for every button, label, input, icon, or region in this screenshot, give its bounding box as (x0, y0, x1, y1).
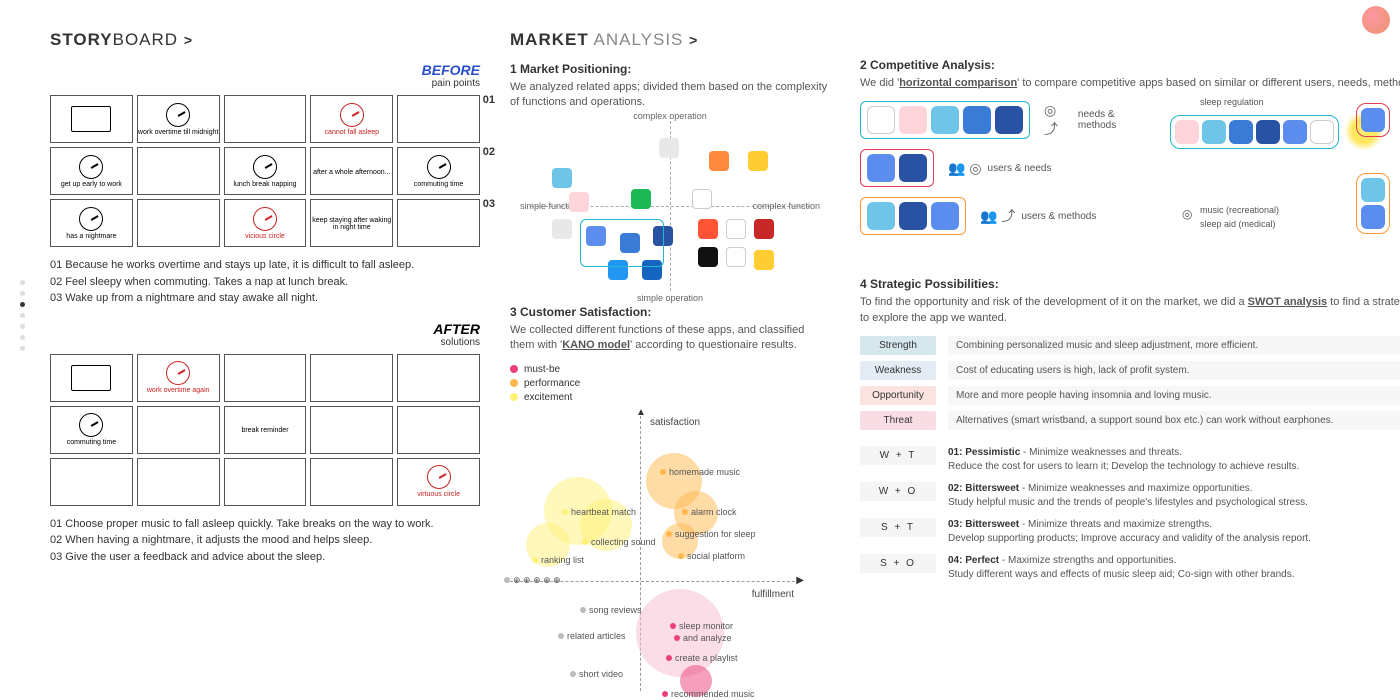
app-icon (698, 247, 718, 267)
kano-item: related articles (558, 631, 626, 641)
storyboard-cell (310, 458, 393, 506)
kano-chart: ▲▶ satisfaction fulfillment homemade mus… (510, 411, 800, 691)
storyboard-cell: get up early to work (50, 147, 133, 195)
kano-item: recommended music (662, 689, 755, 699)
kano-item: ranking list (532, 555, 584, 565)
competitive-groups: 簡◎ ⤴needs & methods👥 ◎users & needs👥 ⤴us… (860, 101, 1150, 261)
kano-item: song reviews (580, 605, 642, 615)
storyboard-cell: 03 (397, 199, 480, 247)
storyboard-cell: 01 (397, 95, 480, 143)
storyboard-cell: cannot fall asleep (310, 95, 393, 143)
strategies-list: W + T01: Pessimistic - Minimize weakness… (860, 446, 1400, 582)
app-icon (698, 219, 718, 239)
market-right-section: 2 Competitive Analysis: We did 'horizont… (860, 30, 1400, 691)
kano-item: alarm clock (682, 507, 737, 517)
storyboard-cell (50, 95, 133, 143)
after-sublabel: solutions (50, 337, 480, 348)
kano-item: collecting sound (582, 537, 656, 547)
app-icon (709, 151, 729, 171)
storyboard-cell: has a nightmare (50, 199, 133, 247)
storyboard-cell (50, 458, 133, 506)
app-icon (692, 189, 712, 209)
storyboard-cell (224, 458, 307, 506)
decorative-circle (1362, 6, 1390, 34)
kano-item: homemade music (660, 467, 740, 477)
kano-item: sleep monitor (670, 621, 733, 631)
s4-text: To find the opportunity and risk of the … (860, 295, 1400, 326)
storyboard-cell: virtuous circle (397, 458, 480, 506)
swot-grid: StrengthCombining personalized music and… (860, 336, 1400, 430)
venn-diagram: sleep regulation decompress scene music … (1170, 101, 1400, 261)
market-title: MARKET ANALYSIS > (510, 30, 830, 50)
before-grid: work overtime till midnight cannot fall a… (50, 95, 480, 247)
storyboard-cell: keep staying after waking in night time (310, 199, 393, 247)
storyboard-cell: work overtime again (137, 354, 220, 402)
storyboard-cell (310, 406, 393, 454)
s4-heading: 4 Strategic Possibilities: (860, 277, 1400, 291)
s1-heading: 1 Market Positioning: (510, 62, 830, 76)
app-icon (569, 192, 589, 212)
before-label: BEFORE (50, 62, 480, 78)
s1-text: We analyzed related apps; divided them b… (510, 80, 830, 111)
s2-text: We did 'horizontal comparison' to compar… (860, 76, 1400, 91)
app-icon (552, 219, 572, 239)
storyboard-cell (50, 354, 133, 402)
page-nav-dots (20, 280, 25, 351)
kano-item: create a playlist (666, 653, 738, 663)
after-label: AFTER (50, 321, 480, 337)
kano-item: suggestion for sleep (666, 529, 756, 539)
after-desc: 01 Choose proper music to fall asleep qu… (50, 516, 480, 566)
s2-heading: 2 Competitive Analysis: (860, 58, 1400, 72)
kano-item: short video (570, 669, 623, 679)
app-icon (748, 151, 768, 171)
storyboard-cell (397, 406, 480, 454)
kano-item: social platform (678, 551, 745, 561)
storyboard-title: STORYBOARD > (50, 30, 480, 50)
storyboard-cell (137, 458, 220, 506)
app-icon (631, 189, 651, 209)
before-sublabel: pain points (50, 78, 480, 89)
storyboard-cell (224, 354, 307, 402)
storyboard-section: STORYBOARD > BEFORE pain points work ove… (50, 30, 480, 691)
app-icon (726, 247, 746, 267)
storyboard-cell: after a whole afternoon... (310, 147, 393, 195)
app-icon (754, 219, 774, 239)
kano-item: ⊕ ⊕ ⊕ ⊕ ⊕ (504, 575, 561, 586)
storyboard-cell (137, 406, 220, 454)
s3-heading: 3 Customer Satisfaction: (510, 305, 830, 319)
storyboard-cell (310, 354, 393, 402)
storyboard-cell: commuting time (50, 406, 133, 454)
kano-legend: must-beperformanceexcitement (510, 364, 830, 403)
storyboard-cell: break reminder (224, 406, 307, 454)
positioning-quadrant: complex operation simple operation simpl… (530, 121, 810, 291)
before-desc: 01 Because he works overtime and stays u… (50, 257, 480, 307)
s3-text: We collected different functions of thes… (510, 323, 830, 354)
app-icon (552, 168, 572, 188)
storyboard-cell: commuting time02 (397, 147, 480, 195)
market-mid-section: MARKET ANALYSIS > 1 Market Positioning: … (510, 30, 830, 691)
storyboard-cell: lunch break napping (224, 147, 307, 195)
after-grid: work overtime againcommuting time break r… (50, 354, 480, 506)
app-icon (754, 250, 774, 270)
storyboard-cell: work overtime till midnight (137, 95, 220, 143)
storyboard-cell (397, 354, 480, 402)
kano-item: and analyze (674, 633, 732, 643)
kano-item: heartbeat match (562, 507, 636, 517)
storyboard-cell (224, 95, 307, 143)
storyboard-cell (137, 147, 220, 195)
storyboard-cell: vicious circle (224, 199, 307, 247)
app-icon (726, 219, 746, 239)
storyboard-cell (137, 199, 220, 247)
app-icon (659, 138, 679, 158)
